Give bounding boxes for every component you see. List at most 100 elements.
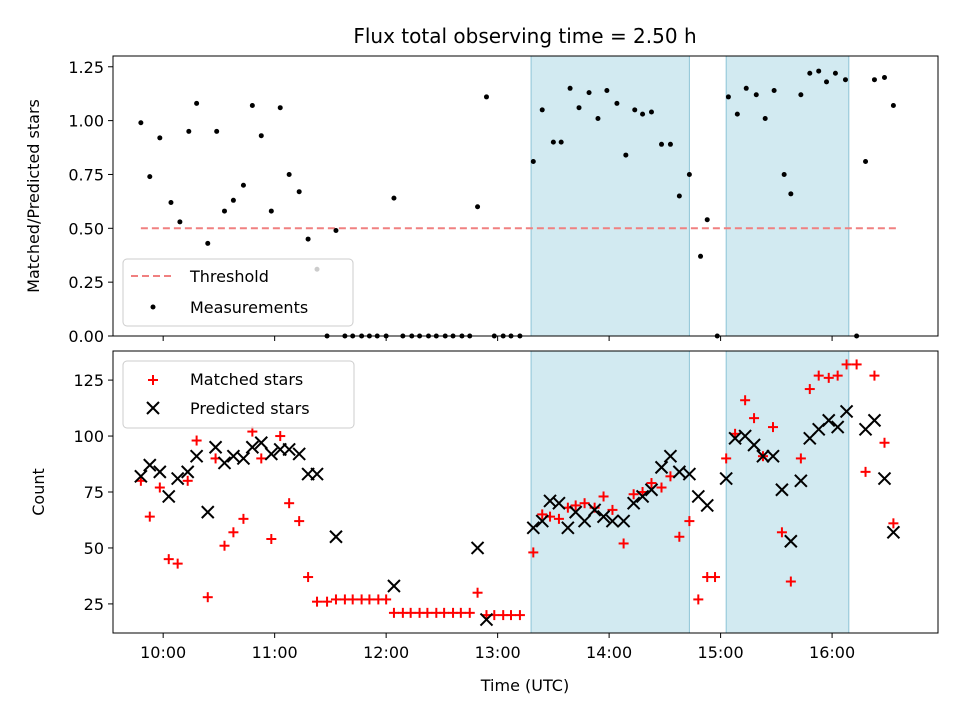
predicted-star-point bbox=[784, 534, 798, 548]
bottom-legend: Matched stars Predicted stars bbox=[122, 360, 355, 429]
marker-stroke bbox=[672, 465, 687, 479]
predicted-star-point bbox=[245, 440, 260, 454]
matched-star-point bbox=[804, 384, 815, 395]
predicted-star-point bbox=[886, 525, 901, 539]
marker-stroke bbox=[877, 471, 892, 486]
measurement-point bbox=[863, 159, 869, 165]
predicted-star-point bbox=[561, 521, 575, 535]
matched-star-point bbox=[598, 491, 609, 502]
measurement-point bbox=[138, 120, 144, 126]
top-panel: 0.00 0.25 0.50 0.75 1.00 1.25 Matched/Predict… bbox=[24, 55, 939, 346]
measurement-point bbox=[667, 141, 673, 147]
matched-star-point bbox=[628, 489, 639, 500]
predicted-star-point bbox=[208, 440, 223, 454]
chart-title: Flux total observing time = 2.50 h bbox=[353, 24, 696, 48]
measurement-point bbox=[230, 197, 236, 203]
matched-star-point bbox=[191, 435, 202, 446]
matched-star-point bbox=[768, 422, 778, 433]
predicted-star-point bbox=[596, 509, 611, 524]
measurement-point bbox=[576, 105, 582, 111]
matched-star-point bbox=[294, 516, 305, 527]
predicted-star-point bbox=[839, 404, 854, 419]
bottom-y-axis-label: Count bbox=[29, 468, 48, 516]
measurement-point bbox=[305, 236, 311, 242]
marker-stroke bbox=[775, 483, 789, 497]
predicted-star-point bbox=[756, 449, 770, 463]
matched-star-point bbox=[388, 607, 399, 618]
matched-star-point bbox=[163, 554, 174, 565]
marker-stroke bbox=[134, 469, 148, 484]
predicted-stars-legend-label: Predicted stars bbox=[190, 399, 310, 418]
marker-stroke bbox=[822, 413, 836, 428]
predicted-star-point bbox=[264, 447, 279, 461]
marker-stroke bbox=[552, 496, 566, 510]
predicted-star-point bbox=[470, 541, 485, 555]
measurement-point bbox=[614, 100, 620, 106]
predicted-star-point bbox=[479, 612, 494, 627]
bottom-shaded-regions bbox=[530, 351, 850, 633]
measurement-point bbox=[221, 208, 227, 214]
measurement-point bbox=[832, 70, 838, 76]
predicted-star-point bbox=[217, 456, 232, 470]
x-tick-label: 11:00 bbox=[252, 643, 298, 662]
matched-star-point bbox=[364, 594, 375, 605]
matched-star-point bbox=[553, 513, 564, 524]
x-tick-label: 15:00 bbox=[698, 643, 744, 662]
marker-stroke bbox=[635, 489, 650, 504]
predicted-star-point bbox=[672, 465, 687, 479]
measurement-point bbox=[586, 90, 592, 96]
marker-stroke bbox=[663, 449, 678, 463]
marker-stroke bbox=[535, 514, 549, 528]
marker-stroke bbox=[587, 503, 602, 517]
predicted-star-point bbox=[830, 420, 845, 434]
predicted-star-point bbox=[170, 471, 185, 486]
matched-star-point bbox=[860, 466, 871, 477]
top-legend: Threshold Measurements bbox=[122, 258, 354, 327]
measurement-point bbox=[753, 92, 759, 98]
matched-stars-legend-swatch bbox=[148, 375, 158, 385]
predicted-star-point bbox=[635, 489, 650, 504]
marker-stroke bbox=[682, 467, 697, 481]
observing-window-shade bbox=[531, 351, 690, 633]
predicted-star-point bbox=[644, 483, 659, 497]
x-tick-label: 16:00 bbox=[809, 643, 855, 662]
marker-stroke bbox=[830, 420, 845, 434]
measurement-point bbox=[277, 105, 283, 111]
matched-star-point bbox=[322, 596, 333, 607]
matched-star-point bbox=[154, 482, 165, 493]
observing-window-shade bbox=[726, 351, 849, 633]
marker-stroke bbox=[700, 498, 714, 513]
measurement-point bbox=[595, 115, 601, 121]
matched-star-point bbox=[405, 607, 416, 618]
measurement-point bbox=[762, 115, 768, 121]
measurement-point bbox=[550, 139, 556, 145]
matched-star-point bbox=[172, 558, 183, 569]
measurement-point bbox=[240, 182, 246, 188]
matched-star-point bbox=[506, 610, 517, 621]
marker-stroke bbox=[162, 489, 176, 504]
predicted-star-point bbox=[867, 413, 882, 428]
x-tick-label: 12:00 bbox=[363, 643, 409, 662]
predicted-star-point bbox=[766, 449, 780, 463]
measurement-point bbox=[788, 191, 794, 197]
marker-stroke bbox=[254, 436, 268, 450]
matched-stars-legend-label: Matched stars bbox=[190, 370, 303, 389]
measurement-point bbox=[798, 92, 804, 98]
measurement-point bbox=[249, 103, 255, 109]
predicted-star-point bbox=[822, 413, 836, 428]
measurement-point bbox=[391, 195, 397, 201]
matched-star-point bbox=[646, 478, 657, 489]
measurement-point bbox=[659, 141, 665, 147]
matched-star-point bbox=[182, 475, 193, 486]
matched-star-point bbox=[144, 511, 155, 522]
matched-star-point bbox=[785, 576, 796, 587]
matched-star-point bbox=[303, 572, 314, 583]
measurement-point bbox=[168, 199, 174, 205]
marker-stroke bbox=[245, 440, 260, 454]
matched-star-point bbox=[684, 516, 695, 527]
matched-star-point bbox=[472, 587, 483, 598]
predicted-star-point bbox=[282, 442, 296, 457]
measurement-point bbox=[890, 103, 896, 109]
measurement-point bbox=[567, 85, 573, 91]
